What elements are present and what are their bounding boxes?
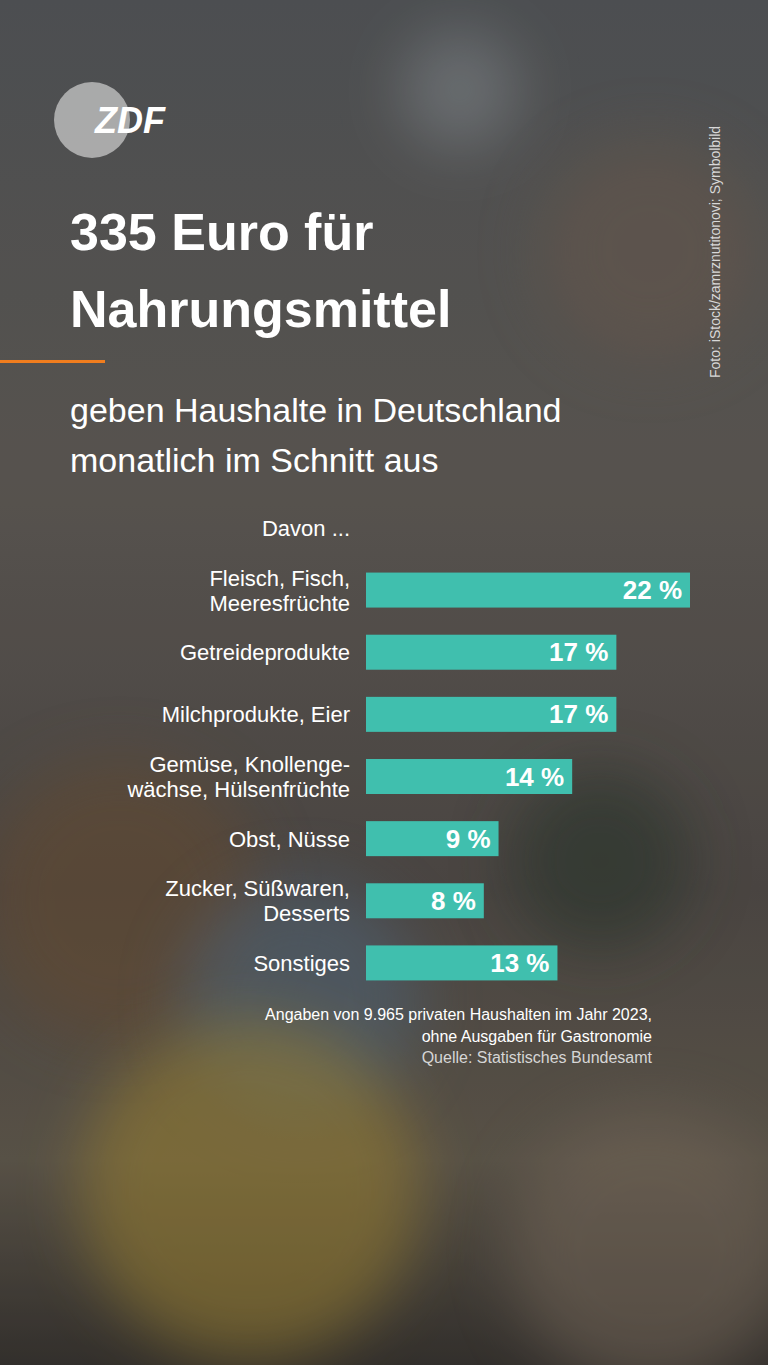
group-label: Davon ... [262,516,350,541]
bars [366,573,690,981]
subtitle: geben Haushalte in Deutschlandmonatlich … [70,391,561,479]
source: Quelle: Statistisches Bundesamt [422,1049,653,1066]
photo-credit: Foto: iStock/zamrznutitonovi; Symbolbild [707,126,723,378]
value-label: 8 % [431,886,476,916]
background [0,0,768,1365]
bar [366,759,572,794]
category-label: Gemüse, Knollenge-wächse, Hülsenfrüchte [126,752,350,802]
category-label: Fleisch, Fisch,Meeresfrüchte [209,566,350,616]
bar [366,821,499,856]
category-label: Milchprodukte, Eier [162,702,350,727]
logo: ZDF [94,100,166,141]
category-label: Zucker, Süßwaren,Desserts [165,876,350,926]
value-label: 22 % [623,575,682,605]
value-label: 9 % [446,824,491,854]
chart: ZDF Foto: iStock/zamrznutitonovi; Symbolb… [0,0,768,1365]
category-label: Getreideprodukte [180,640,350,665]
category-labels: Fleisch, Fisch,Meeresfrüchte Getreideprod… [126,566,350,976]
category-label: Sonstiges [253,951,350,976]
value-labels: 22 % 17 % 17 % 14 % 9 % 8 % 13 % [431,575,682,978]
bar [366,573,690,608]
value-label: 17 % [549,637,608,667]
value-label: 17 % [549,699,608,729]
bar [366,945,557,980]
bar [366,883,484,918]
background-fill [0,0,768,1365]
background-shade [0,0,768,1365]
value-label: 14 % [505,762,564,792]
note: Angaben von 9.965 privaten Haushalten im… [265,1006,652,1045]
bar [366,635,616,670]
category-label: Obst, Nüsse [229,827,350,852]
bar [366,697,616,732]
accent-line [0,360,105,363]
value-label: 13 % [490,948,549,978]
title: 335 Euro fürNahrungsmittel [70,203,451,338]
